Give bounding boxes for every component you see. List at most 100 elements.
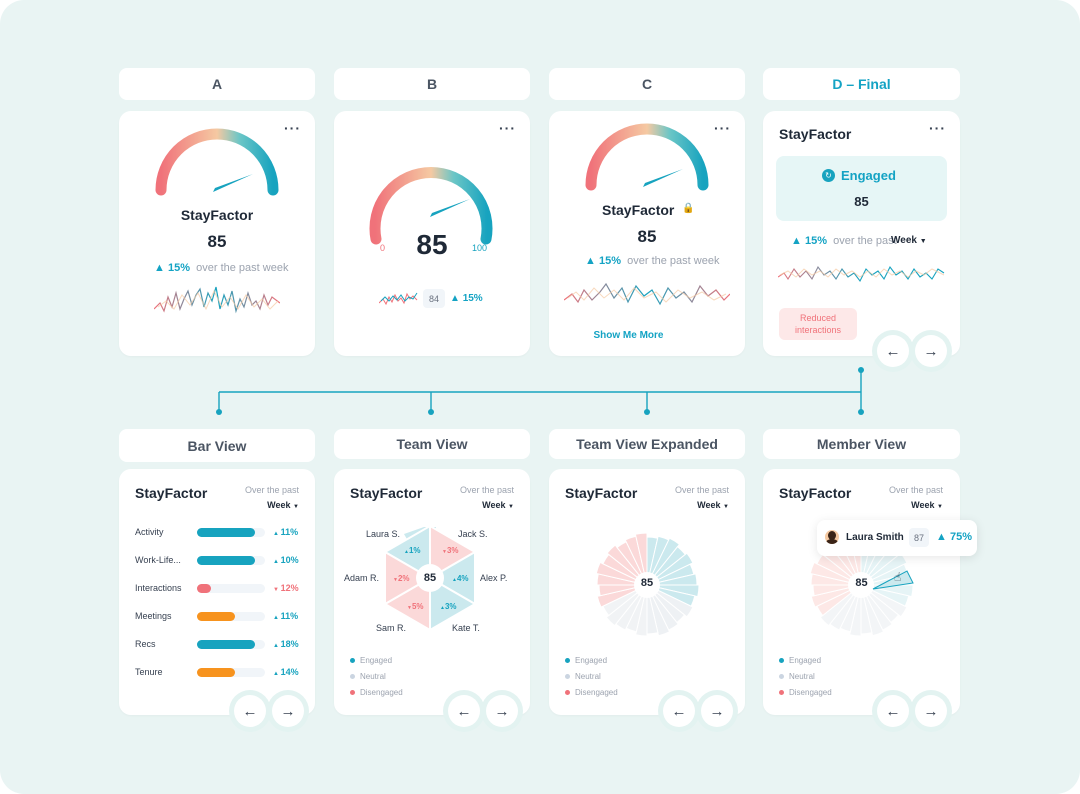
factor-bar-fill [197,584,211,593]
delta-text: ▲ 15% [450,293,483,304]
prev-button[interactable]: ← [663,695,695,727]
gauge-min-label: 0 [380,243,386,253]
variant-a-tag: A [119,68,315,100]
factor-delta: ▼ 12% [273,583,299,593]
gauge-needle [213,174,253,192]
score-value: 85 [640,577,654,589]
over-the-past-label: Over the past [459,485,514,495]
variant-b-tag: B [334,68,530,100]
factor-bar-track [197,640,265,649]
factor-delta-value: 12% [280,583,299,593]
chevron-down-icon: ▼ [723,504,729,510]
team-radial-chart [595,532,700,637]
legend-swatch [779,658,784,663]
prev-button[interactable]: ← [448,695,480,727]
prev-button[interactable]: ← [877,695,909,727]
legend-item: Neutral [350,672,386,681]
legend-item: Disengaged [779,688,832,697]
score-value: 85 [855,577,868,589]
team-member-name[interactable]: Jack S. [458,529,488,539]
legend-label: Engaged [789,656,822,665]
next-button[interactable]: → [701,695,733,727]
team-member-name[interactable]: Sam R. [376,623,407,633]
factor-bar-fill [197,640,256,649]
factor-delta-value: 10% [280,555,299,565]
legend-swatch [565,690,570,695]
team-member-delta-value: 5% [411,602,424,611]
trend-sparkline [564,282,730,306]
card-variant-c: ··· StayFactor 🔒 85 ▲ 15% over the past … [549,111,745,356]
period-select[interactable]: Week ▼ [891,235,927,246]
team-member-delta-value: 4% [456,574,469,583]
prev-button[interactable]: ← [877,335,909,367]
member-view-tag: Member View [763,429,960,459]
member-delta: ▲ 75% [936,531,972,543]
period-select[interactable]: Week ▼ [482,500,514,510]
gauge-needle [643,169,683,187]
chevron-down-icon: ▼ [293,504,299,510]
card-team-view: StayFactor Over the past Week ▼ 85 Laura… [334,469,530,715]
next-button[interactable]: → [486,695,518,727]
legend-swatch [779,674,784,679]
score-value: 85 [416,229,448,260]
gauge-max-label: 100 [472,243,488,253]
status-panel: ↻ Engaged 85 [776,156,947,221]
team-member-name[interactable]: Kate T. [452,623,480,633]
down-arrow-icon: ▼ [442,549,447,555]
show-more-link[interactable]: Show Me More [593,330,664,341]
legend-item: Neutral [565,672,601,681]
highlighted-member-segment[interactable] [872,570,914,590]
factor-label: Meetings [135,611,172,621]
team-member-name[interactable]: Laura S. [366,529,401,539]
avatar [825,530,839,544]
factor-delta-value: 11% [280,611,299,621]
factor-label: Tenure [135,667,163,677]
team-member-name[interactable]: Alex P. [480,573,508,583]
period-select[interactable]: Week ▼ [267,500,299,510]
prev-button[interactable]: ← [234,695,266,727]
up-arrow-icon: ▲ [452,577,457,583]
team-member-delta: ▼2% [393,574,410,583]
more-menu-icon[interactable]: ··· [499,120,516,136]
lock-icon[interactable]: 🔒 [682,203,695,214]
period-select[interactable]: Week ▼ [911,500,943,510]
variant-c-tag: C [549,68,745,100]
more-menu-icon[interactable]: ··· [929,120,946,136]
next-button[interactable]: → [915,695,947,727]
chevron-down-icon: ▼ [508,504,514,510]
factor-delta-value: 11% [280,527,299,537]
more-menu-icon[interactable]: ··· [284,120,301,136]
period-select[interactable]: Week ▼ [697,500,729,510]
team-member-name[interactable]: Adam R. [344,573,380,583]
next-button[interactable]: → [272,695,304,727]
trend-sparkline [379,292,418,306]
legend-swatch [565,658,570,663]
radial-center [634,572,660,598]
member-name: Laura Smith [846,532,904,543]
legend-swatch [350,690,355,695]
legend-label: Neutral [789,672,815,681]
up-arrow-icon: ▲ [273,559,281,565]
factor-bar-track [197,556,265,565]
more-menu-icon[interactable]: ··· [714,120,731,136]
factor-delta-value: 14% [280,667,299,677]
factor-bar-fill [197,668,236,677]
delta-text: ▲ 15% over the past week [585,255,720,267]
brand-title: StayFactor [135,485,208,501]
next-button[interactable]: → [915,335,947,367]
factor-delta: ▲ 11% [273,527,298,537]
team-view-tag: Team View [334,429,530,459]
legend-label: Neutral [575,672,601,681]
team-member-delta-value: 2% [397,574,410,583]
hex-segment-adam [384,550,432,606]
factor-label: Interactions [135,583,182,593]
team-member-delta: ▲1% [404,546,421,555]
brand-title: StayFactor [180,207,254,223]
factor-bar-fill [197,556,256,565]
delta-text: ▲ 15% over the past [791,235,897,247]
radial-segment[interactable] [634,532,648,574]
up-arrow-icon: ▲ [440,605,445,611]
team-member-delta-value: 1% [408,546,421,555]
status-row: ↻ Engaged [822,168,896,183]
